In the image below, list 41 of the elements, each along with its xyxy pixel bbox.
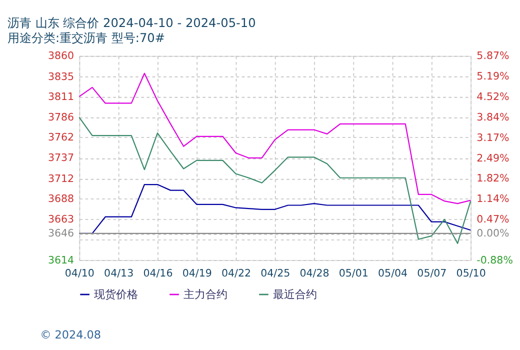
y2-tick-label: -0.88% [476,254,514,266]
y2-tick-label: 0.47% [476,213,510,226]
y2-tick-label: 1.14% [476,193,510,206]
x-tick-label: 04/19 [182,267,212,280]
y-tick-label: 3860 [48,50,74,62]
x-tick-label: 04/16 [143,267,173,280]
legend-label: 最近合约 [273,288,318,302]
x-tick-label: 05/04 [378,267,408,280]
y-tick-label: 3786 [48,112,74,124]
y2-tick-label: 5.19% [476,70,510,83]
y-tick-label: 3835 [48,70,74,83]
y-tick-label: 3688 [48,192,74,205]
y-tick-label: 3614 [48,254,74,266]
line-series [78,72,472,204]
y-tick-label: 3712 [48,172,74,185]
legend-label: 现货价格 [94,288,138,302]
y2-tick-label: 3.84% [476,112,510,124]
y2-tick-label: 0.00% [476,228,510,240]
x-tick-label: 04/13 [104,267,134,280]
x-tick-label: 05/01 [338,267,368,280]
chart-subtitle: 用途分类:重交沥青 型号:70# [7,30,166,45]
line-series [78,116,472,244]
y2-tick-label: 5.87% [476,50,510,62]
chart-title: 沥青 山东 综合价 2024-04-10 - 2024-05-10 [7,16,256,30]
y-tick-label: 3737 [48,152,74,164]
text: © 2024.08 [40,328,101,342]
y-tick-label: 3811 [48,90,74,103]
y2-tick-label: 4.52% [476,91,510,103]
x-tick-label: 05/07 [417,267,447,280]
y-tick-label: 3762 [48,131,74,144]
x-tick-label: 04/22 [221,267,252,280]
y2-tick-label: 1.82% [476,172,510,185]
x-tick-label: 05/10 [456,267,486,280]
x-tick-label: 04/10 [64,267,94,280]
y-tick-label: 3646 [48,228,74,240]
legend-label: 主力合约 [184,288,228,302]
x-tick-label: 04/25 [260,267,290,280]
y2-tick-label: 2.49% [476,152,510,164]
x-tick-label: 04/28 [300,267,330,280]
y2-tick-label: 3.17% [476,132,510,144]
y-tick-label: 3663 [48,214,74,226]
